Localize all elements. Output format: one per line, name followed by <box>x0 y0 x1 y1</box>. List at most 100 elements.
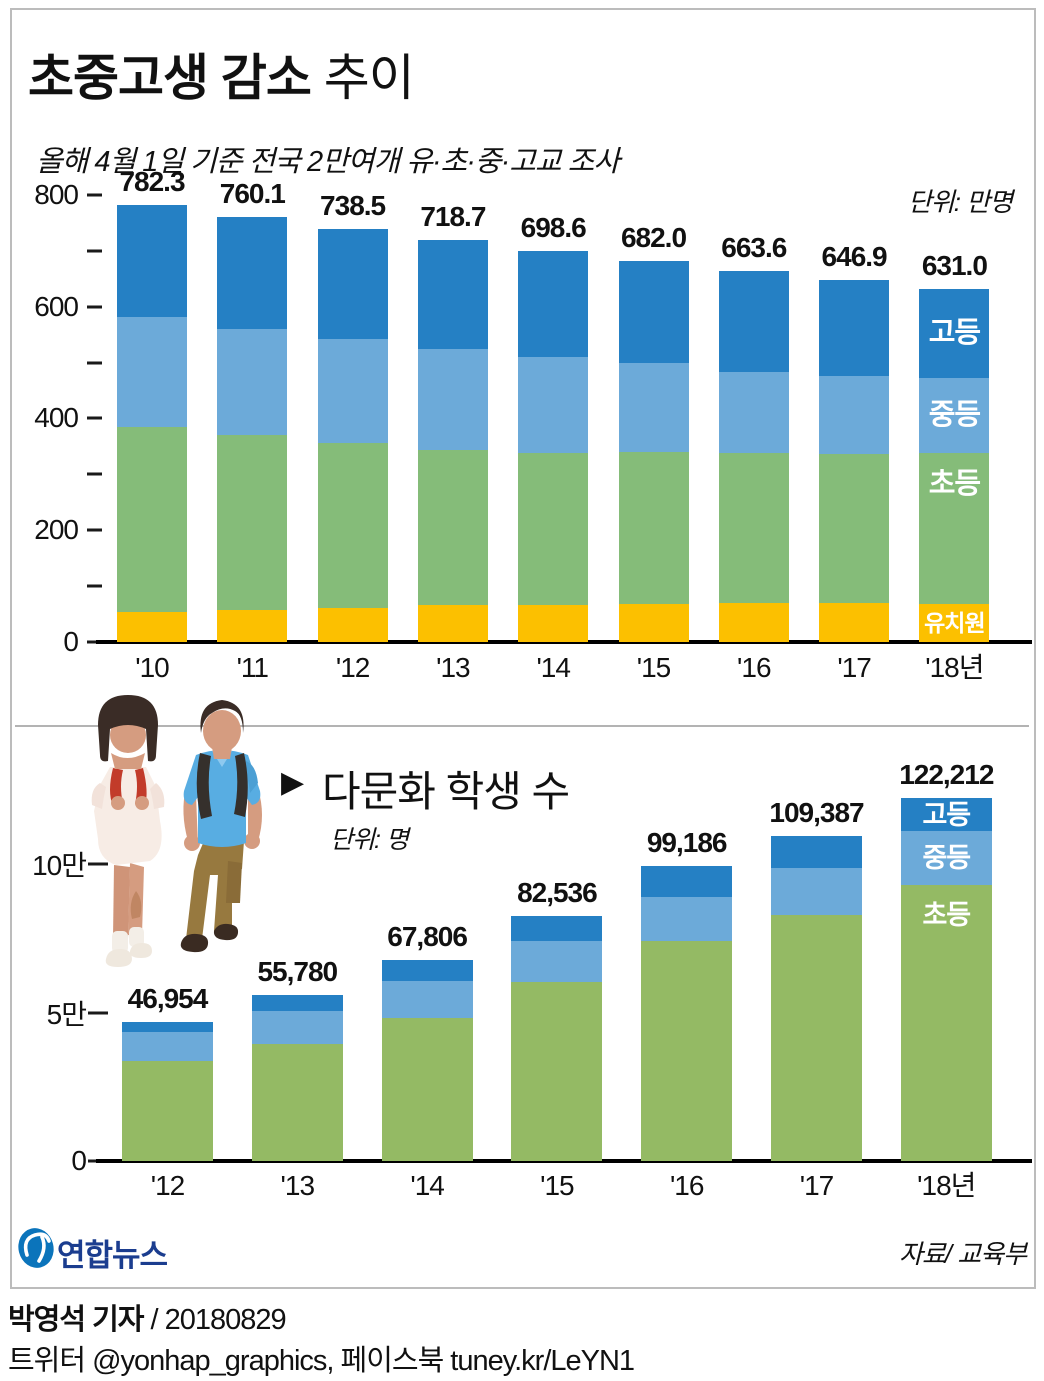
multicultural-chart-title: 다문화 학생 수 <box>322 768 570 815</box>
x-axis-label: '16 <box>669 1170 705 1201</box>
x-axis-label: '15 <box>636 652 672 683</box>
byline-date: / 20180829 <box>143 1304 287 1336</box>
bar-segment-초등 <box>122 1060 213 1161</box>
bar-segment-초등 <box>618 452 689 604</box>
bar-segment-고등 <box>919 289 990 379</box>
y-axis-tick <box>87 584 102 588</box>
y-axis-tick-label: 800 <box>34 178 79 210</box>
bar-segment-중등 <box>900 831 992 885</box>
segment-label-고등: 고등 <box>922 799 971 830</box>
bar-value-label: 738.5 <box>320 190 386 222</box>
bar-segment-유치원 <box>518 605 589 642</box>
bar-segment-초등 <box>819 453 890 604</box>
bar-value-label: 760.1 <box>219 178 286 210</box>
y-axis-tick <box>87 640 102 644</box>
x-axis-label: '17 <box>837 652 872 683</box>
x-axis-label: '11 <box>236 652 269 683</box>
bar-segment-중등 <box>718 371 789 454</box>
x-axis-label: '12 <box>335 652 371 683</box>
yonhap-logo-text: 연합뉴스 <box>57 1238 168 1273</box>
students-total-chart: 0 200 400 600 800 782.3 '10 760.1 '11 738.5 '12 718… <box>34 165 1032 683</box>
bar-segment-유치원 <box>819 603 890 642</box>
bar-segment-유치원 <box>618 603 689 642</box>
bar-segment-고등 <box>771 836 862 868</box>
x-axis-label: '18년 <box>917 1170 976 1201</box>
y-axis-tick-label: 0 <box>63 626 79 657</box>
bar-segment-고등 <box>819 280 890 377</box>
bar-segment-초등 <box>217 435 288 611</box>
y-axis-tick <box>87 528 102 532</box>
x-axis-label: '14 <box>536 652 571 683</box>
x-axis-label: '18년 <box>925 652 984 683</box>
bar-segment-고등 <box>217 217 288 329</box>
y-axis-tick-label: 200 <box>34 514 79 546</box>
byline: 박영석 기자 / 20180829 <box>8 1296 287 1338</box>
bar-segment-중등 <box>919 378 990 453</box>
bar-value-label: 698.6 <box>520 212 587 244</box>
bar-segment-초등 <box>900 884 992 1161</box>
bar-segment-중등 <box>618 363 689 453</box>
page-subtitle: 올해 4월 1일 기준 전국 2만여개 유·초·중·고교 조사 <box>36 146 620 178</box>
bar-segment-유치원 <box>317 607 388 642</box>
content-frame <box>10 8 1036 1289</box>
bar-segment-초등 <box>317 442 388 608</box>
bar-segment-고등 <box>417 240 488 349</box>
bar-segment-고등 <box>718 271 789 372</box>
bar-segment-중등 <box>122 1032 213 1061</box>
triangle-pointer-icon: ▶ <box>281 766 305 799</box>
social-links: 트위터 @yonhap_graphics, 페이스북 tuney.kr/LeYN… <box>8 1345 635 1377</box>
y-axis-tick-label: 600 <box>34 290 79 322</box>
bar-value-label: 782.3 <box>119 165 185 197</box>
bar-segment-중등 <box>819 376 890 454</box>
bar-segment-고등 <box>518 251 589 357</box>
bar-segment-초등 <box>511 982 603 1161</box>
x-axis-label: '13 <box>280 1170 316 1201</box>
segment-label-유치원: 유치원 <box>924 610 985 637</box>
children-illustration <box>91 695 262 967</box>
bar-value-label: 718.7 <box>420 201 486 233</box>
bar-segment-유치원 <box>117 611 187 642</box>
bar-value-label: 663.6 <box>721 232 787 264</box>
bar-segment-중등 <box>518 356 589 453</box>
bar-segment-초등 <box>771 915 862 1161</box>
page-title-regular: 추이 <box>310 50 415 106</box>
bar-value-label: 646.9 <box>821 241 888 273</box>
y-axis-tick <box>87 416 102 420</box>
bar-segment-중등 <box>317 339 388 443</box>
y-axis-tick-label: 5만 <box>46 998 87 1030</box>
x-axis-label: '13 <box>436 652 471 683</box>
y-axis-tick-label: 10만 <box>32 850 87 881</box>
bar-segment-초등 <box>417 449 488 606</box>
bar-segment-초등 <box>718 453 789 603</box>
unit-label-bottom-chart: 단위: 명 <box>330 826 409 854</box>
bar-segment-초등 <box>117 427 187 612</box>
bar-value-label: 82,536 <box>517 876 598 908</box>
x-axis-line <box>96 640 1032 644</box>
bar-segment-고등 <box>641 866 733 897</box>
x-axis-label: '15 <box>540 1170 575 1201</box>
segment-label-초등: 초등 <box>928 467 981 500</box>
bar-segment-중등 <box>771 867 862 916</box>
bar-segment-유치원 <box>217 610 288 642</box>
segment-label-중등: 중등 <box>928 398 981 431</box>
bar-value-label: 99,186 <box>646 827 728 859</box>
bar-segment-고등 <box>251 995 343 1011</box>
bar-value-label: 631.0 <box>921 250 988 282</box>
bar-value-label: 67,806 <box>387 920 468 952</box>
y-axis-tick <box>87 305 102 309</box>
bar-segment-중등 <box>251 1010 343 1045</box>
x-axis-label: '10 <box>135 652 170 683</box>
bar-segment-유치원 <box>919 604 990 642</box>
bar-value-label: 682.0 <box>620 221 687 253</box>
bar-segment-고등 <box>122 1021 213 1033</box>
bar-segment-초등 <box>518 452 589 606</box>
unit-label-top-chart: 단위: 만명 <box>907 187 1013 217</box>
byline-name: 박영석 기자 <box>8 1304 144 1336</box>
segment-label-초등: 초등 <box>922 899 971 930</box>
x-axis-label: '12 <box>150 1170 186 1201</box>
bar-value-label: 46,954 <box>127 982 209 1014</box>
boy-figure <box>180 700 262 953</box>
y-axis-tick <box>87 249 102 253</box>
bar-segment-고등 <box>381 959 473 981</box>
y-axis-tick-label: 400 <box>34 402 79 434</box>
